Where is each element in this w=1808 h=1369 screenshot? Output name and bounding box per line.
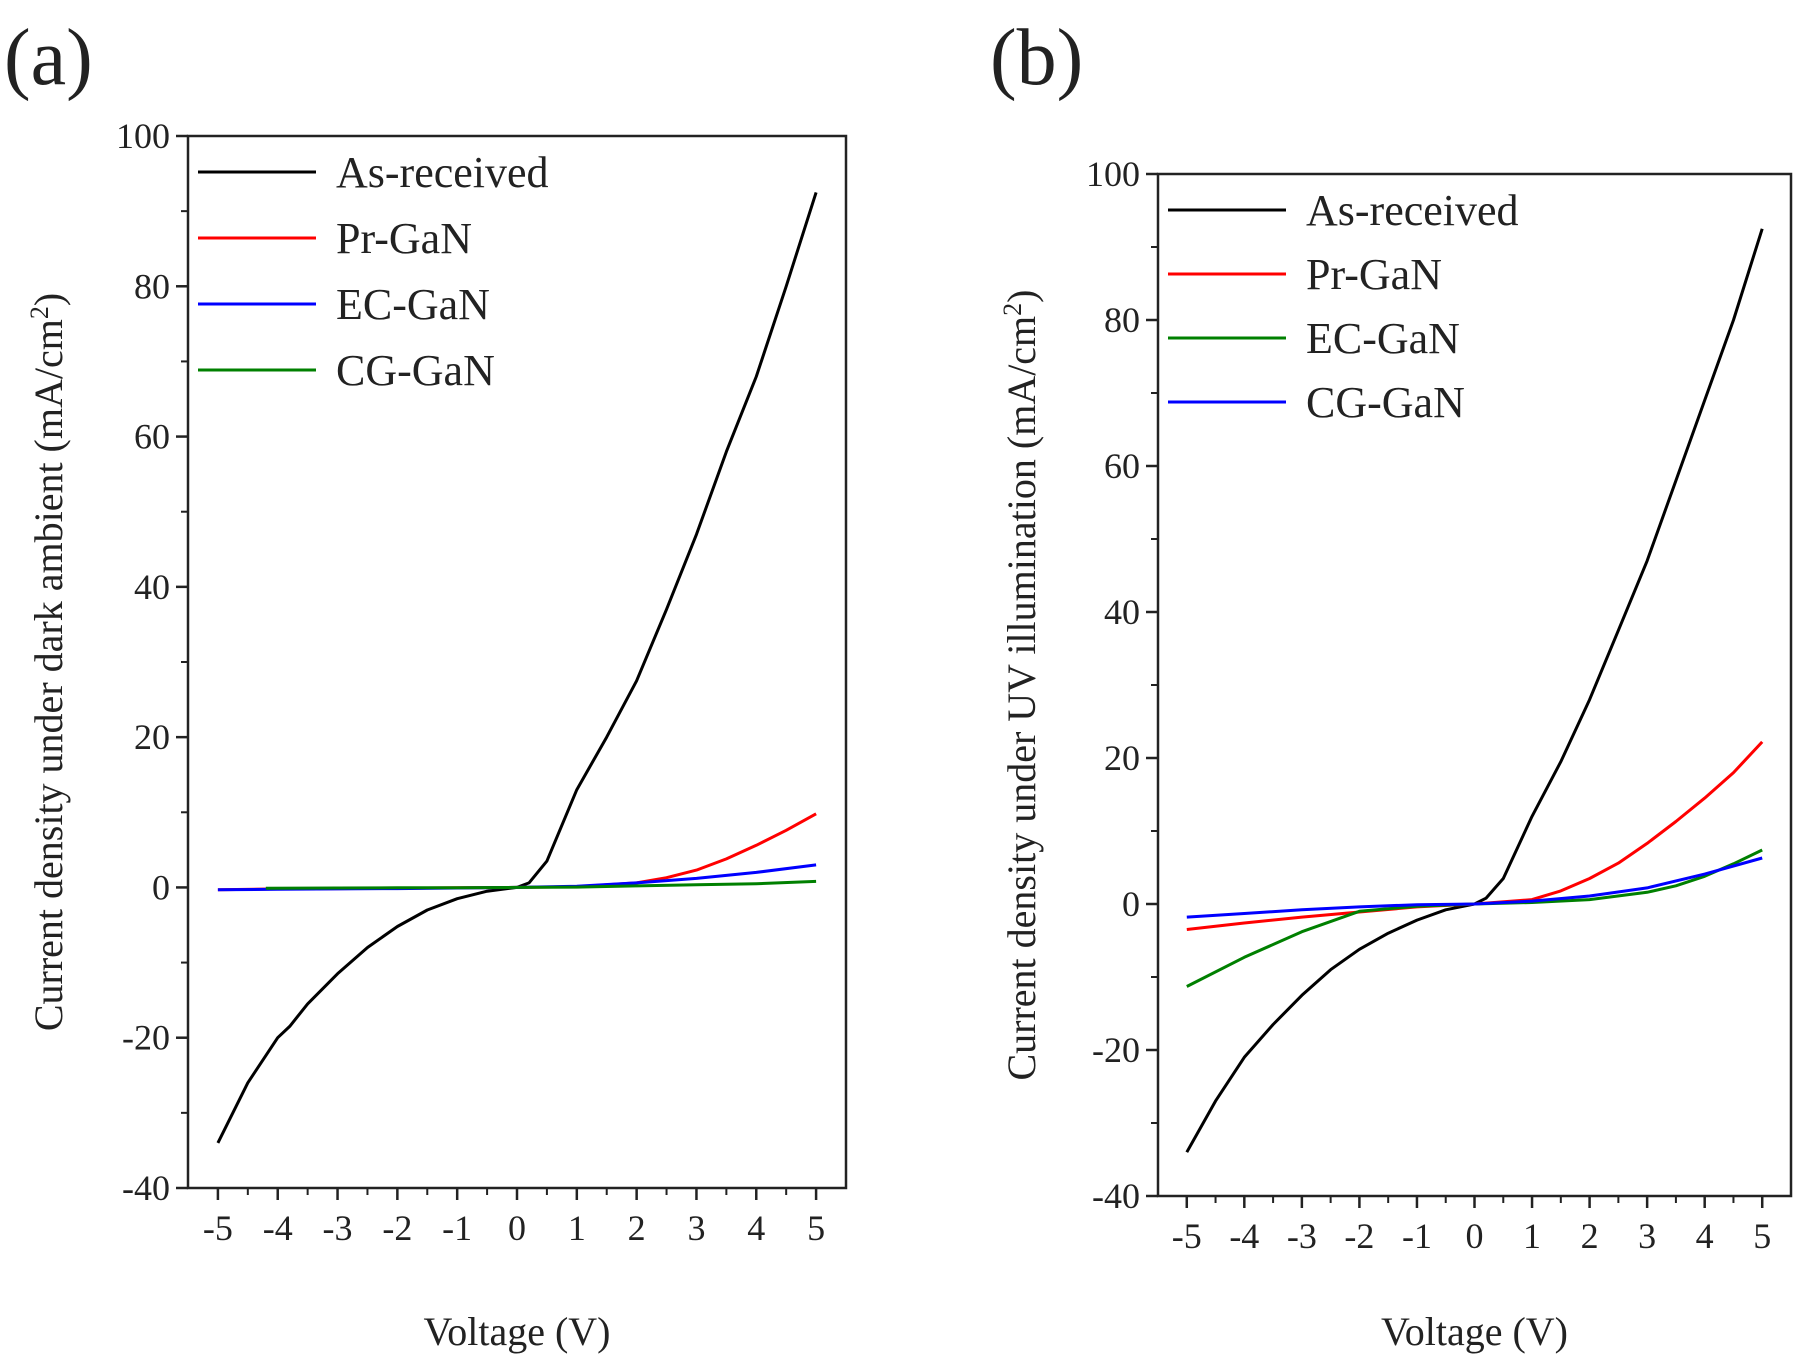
x-tick-label: 5	[1753, 1216, 1771, 1256]
y-tick-label: 0	[152, 867, 170, 907]
series-line-as-received	[1185, 228, 1764, 1153]
y-tick-label: 20	[1104, 738, 1140, 778]
x-tick-label: -3	[1287, 1216, 1317, 1256]
panel-label: (a)	[4, 14, 93, 102]
x-tick-label: 5	[807, 1208, 825, 1248]
series-line-as-received	[216, 191, 818, 1144]
series-line-cg-gan	[1186, 856, 1763, 919]
x-tick-label: 3	[1638, 1216, 1656, 1256]
legend-label: CG-GaN	[1306, 378, 1465, 427]
y-tick-label: 60	[134, 417, 170, 457]
x-tick-label: 1	[568, 1208, 586, 1248]
y-tick-label: 80	[134, 266, 170, 306]
y-tick-label: 40	[1104, 592, 1140, 632]
y-tick-label: 80	[1104, 300, 1140, 340]
y-axis-title-close: )	[26, 293, 71, 306]
x-tick-label: -3	[323, 1208, 353, 1248]
legend-label: EC-GaN	[336, 280, 490, 329]
x-tick-label: -1	[1402, 1216, 1432, 1256]
x-tick-label: 4	[747, 1208, 765, 1248]
y-tick-label: -40	[122, 1168, 170, 1208]
legend-label: Pr-GaN	[336, 214, 472, 263]
y-tick-label: 40	[134, 567, 170, 607]
y-axis-title-main: Current density under dark ambient (mA/c…	[26, 319, 71, 1031]
x-tick-label: 3	[687, 1208, 705, 1248]
y-tick-label: 100	[116, 116, 170, 156]
y-axis-title-main: Current density under UV illumination (m…	[999, 316, 1044, 1081]
series-line-cg-gan	[265, 879, 817, 890]
x-tick-label: -4	[263, 1208, 293, 1248]
y-tick-label: 20	[134, 717, 170, 757]
y-tick-label: -40	[1092, 1176, 1140, 1216]
y-tick-label: -20	[1092, 1030, 1140, 1070]
x-tick-label: 2	[628, 1208, 646, 1248]
y-axis-title-superscript: 2	[25, 306, 54, 319]
series-line-pr-gan	[217, 812, 817, 892]
x-tick-label: 4	[1696, 1216, 1714, 1256]
x-tick-label: 1	[1523, 1216, 1541, 1256]
x-tick-label: -2	[1344, 1216, 1374, 1256]
x-tick-label: -2	[382, 1208, 412, 1248]
legend-label: As-received	[1306, 186, 1519, 235]
legend-label: Pr-GaN	[1306, 250, 1442, 299]
x-tick-label: 0	[508, 1208, 526, 1248]
legend-label: EC-GaN	[1306, 314, 1460, 363]
x-tick-label: -5	[203, 1208, 233, 1248]
y-axis-title: Current density under UV illumination (m…	[998, 289, 1045, 1080]
x-axis-title: Voltage (V)	[424, 1309, 611, 1354]
chart-panel-a: (a) -40 -20 0 20 40 60 80 100 -5 -4 -3 -2 -1 0 1 2 3 4 5 Vol…	[4, 14, 848, 1354]
y-tick-label: 0	[1122, 884, 1140, 924]
series-line-ec-gan	[1186, 848, 1763, 988]
x-tick-label: 2	[1581, 1216, 1599, 1256]
x-tick-label: -4	[1229, 1216, 1259, 1256]
plot-frame	[1156, 172, 1793, 1198]
panel-label: (b)	[990, 14, 1083, 102]
y-axis-title: Current density under dark ambient (mA/c…	[25, 293, 72, 1031]
y-tick-label: -20	[122, 1018, 170, 1058]
x-tick-label: -1	[442, 1208, 472, 1248]
legend-label: CG-GaN	[336, 346, 495, 395]
series-line-pr-gan	[1186, 740, 1764, 931]
x-tick-label: 0	[1466, 1216, 1484, 1256]
y-tick-label: 60	[1104, 446, 1140, 486]
y-axis-title-close: )	[999, 289, 1044, 302]
y-tick-label: 100	[1086, 154, 1140, 194]
legend-label: As-received	[336, 148, 549, 197]
x-tick-label: -5	[1172, 1216, 1202, 1256]
y-axis-title-superscript: 2	[998, 303, 1027, 316]
x-axis-title: Voltage (V)	[1381, 1309, 1568, 1354]
